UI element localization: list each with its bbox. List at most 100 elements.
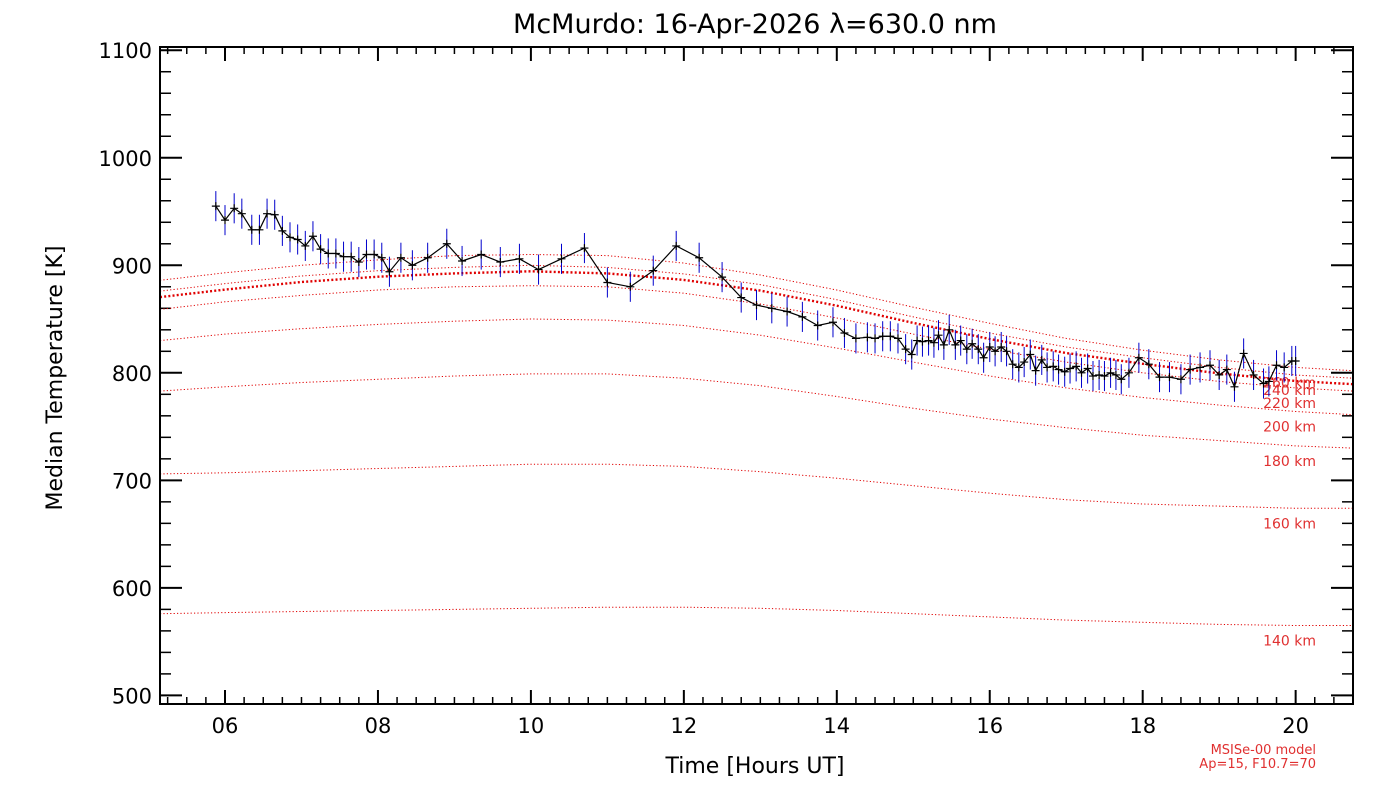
data-point (1008, 360, 1017, 369)
data-point (278, 226, 287, 235)
plot-frame (159, 46, 1354, 705)
x-tick-label: 18 (1129, 714, 1156, 738)
data-point (1176, 375, 1185, 384)
model-curve (159, 253, 1354, 372)
data-point (863, 333, 872, 342)
data-point (945, 325, 954, 334)
data-point (324, 249, 333, 258)
data-point (840, 329, 849, 338)
data-point (458, 256, 467, 265)
x-tick-label: 20 (1282, 714, 1309, 738)
data-point (718, 273, 727, 282)
data-point (1037, 355, 1046, 364)
model-note-line2: Ap=15, F10.7=70 (1199, 757, 1316, 772)
model-altitude-label: 240 km (1263, 383, 1316, 399)
data-point (237, 209, 246, 218)
data-point (255, 225, 264, 234)
data-point (1222, 365, 1231, 374)
data-point (270, 210, 279, 219)
data-point (1230, 382, 1239, 391)
model-altitude-label: 160 km (1263, 516, 1316, 532)
data-point (377, 253, 386, 262)
data-point (1111, 370, 1120, 379)
data-point (1215, 370, 1224, 379)
data-point (951, 340, 960, 349)
chart-title: McMurdo: 16-Apr-2026 λ=630.0 nm (513, 9, 997, 40)
data-point (339, 252, 348, 261)
data-point (1186, 365, 1195, 374)
data-point (385, 267, 394, 276)
model-curve (159, 373, 1354, 449)
data-point (913, 336, 922, 345)
y-tick-label: 1100 (99, 39, 152, 63)
data-point (496, 258, 505, 267)
model-note-line1: MSISe-00 model (1211, 743, 1316, 758)
model-note: MSISe-00 model Ap=15, F10.7=70 (1199, 743, 1316, 772)
data-point (851, 334, 860, 343)
data-point (1155, 373, 1164, 382)
data-point (603, 278, 612, 287)
data-point (1043, 363, 1052, 372)
data-point (893, 334, 902, 343)
data-point (221, 216, 230, 225)
y-axis-label: Median Temperature [K] (43, 246, 68, 511)
data-point (534, 265, 543, 274)
x-axis-label: Time [Hours UT] (665, 754, 845, 779)
data-point (347, 252, 356, 261)
data-point (408, 261, 417, 270)
y-tick-label: 700 (112, 469, 152, 493)
data-point (907, 350, 916, 359)
data-point (737, 293, 746, 302)
data-point (580, 244, 589, 253)
data-point (828, 318, 837, 327)
data-point (1077, 368, 1086, 377)
data-point (871, 334, 880, 343)
data-point (1124, 368, 1133, 377)
data-point (1095, 370, 1104, 379)
data-point (979, 353, 988, 362)
data-point (1014, 363, 1023, 372)
temperature-series (211, 191, 1300, 402)
data-point (230, 204, 239, 213)
data-point (1088, 372, 1097, 381)
data-point (672, 241, 681, 250)
data-point (962, 345, 971, 354)
data-point (798, 312, 807, 321)
data-point (886, 332, 895, 341)
y-tick-label: 600 (112, 577, 152, 601)
data-point (695, 253, 704, 262)
temperature-line (215, 205, 1296, 389)
data-point (211, 202, 220, 211)
data-point (1196, 363, 1205, 372)
data-point (370, 250, 379, 259)
model-altitude-label: 200 km (1263, 420, 1316, 436)
data-point (1205, 361, 1214, 370)
data-point (985, 343, 994, 352)
data-point (1117, 375, 1126, 384)
y-tick-label: 900 (112, 254, 152, 278)
x-tick-label: 10 (518, 714, 545, 738)
data-point (1020, 358, 1029, 367)
model-curve (159, 606, 1353, 626)
data-point (1106, 368, 1115, 377)
data-point (293, 235, 302, 244)
x-tick-label: 14 (823, 714, 850, 738)
data-point (1144, 360, 1153, 369)
data-point (878, 332, 887, 341)
data-point (1259, 379, 1268, 388)
data-point (331, 249, 340, 258)
model-altitude-label: 220 km (1263, 396, 1316, 412)
data-point (1083, 364, 1092, 373)
data-point (301, 241, 310, 250)
data-point (813, 321, 822, 330)
data-point (396, 253, 405, 262)
data-point (1100, 372, 1109, 381)
data-point (1054, 365, 1063, 374)
data-point (1239, 349, 1248, 358)
data-point (362, 250, 371, 259)
data-point (1072, 362, 1081, 371)
data-point (557, 254, 566, 263)
data-point (929, 338, 938, 347)
model-altitude-label: 140 km (1263, 634, 1316, 650)
y-tick-label: 1000 (99, 147, 152, 171)
